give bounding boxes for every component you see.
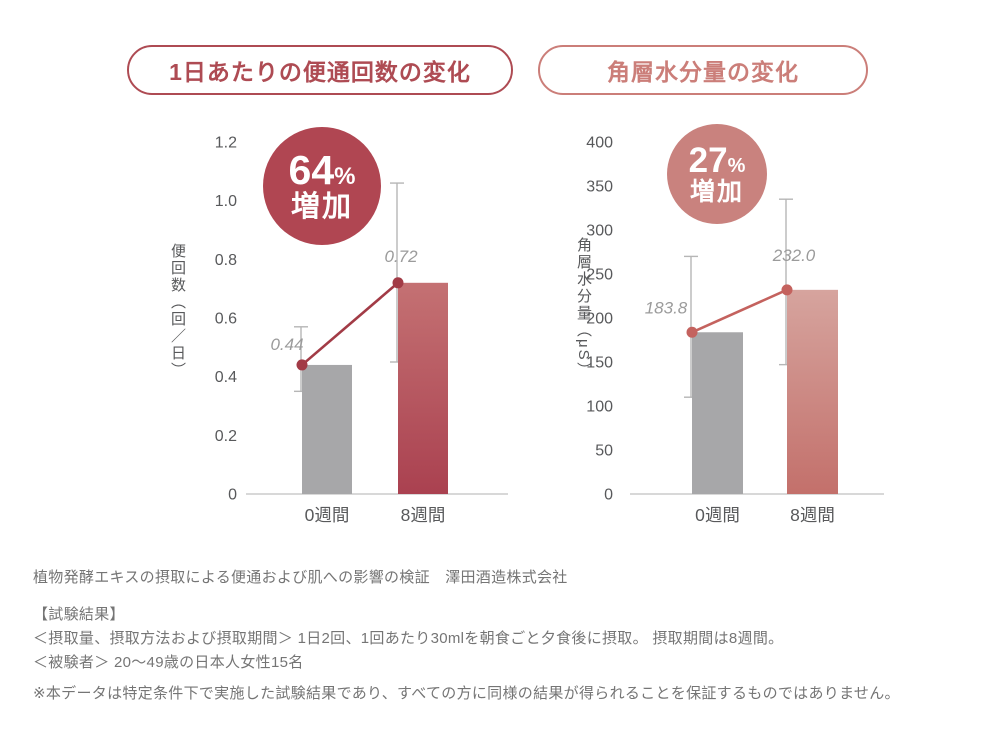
increase-label-right: 増加 — [689, 178, 744, 207]
results-heading: 【試験結果】 — [33, 606, 125, 623]
svg-text:400: 400 — [586, 135, 613, 152]
svg-text:150: 150 — [586, 355, 613, 372]
svg-text:0週間: 0週間 — [695, 505, 740, 525]
svg-text:100: 100 — [586, 399, 613, 416]
svg-text:250: 250 — [586, 267, 613, 284]
svg-text:0.2: 0.2 — [215, 428, 237, 445]
svg-text:8週間: 8週間 — [401, 505, 446, 525]
y-axis-label-right: 角層水分量（μS） — [575, 237, 592, 379]
percent-sign-right: % — [727, 154, 746, 177]
svg-text:8週間: 8週間 — [790, 505, 835, 525]
increase-badge-right: 27 % 増加 — [667, 124, 767, 224]
increase-value-left: 64 — [288, 147, 335, 194]
svg-text:0.6: 0.6 — [215, 311, 237, 328]
chart-title-right: 角層水分量の変化 — [607, 59, 799, 85]
svg-text:0.72: 0.72 — [384, 247, 418, 266]
percent-sign-left: % — [334, 163, 356, 191]
increase-label-left: 増加 — [290, 191, 353, 224]
svg-text:0: 0 — [228, 487, 237, 504]
svg-text:0.8: 0.8 — [215, 252, 237, 269]
svg-text:300: 300 — [586, 223, 613, 240]
chart-title-pill-left: 1日あたりの便通回数の変化 — [127, 45, 513, 95]
increase-percent-left: 64 % — [289, 149, 356, 192]
svg-text:1.0: 1.0 — [215, 193, 237, 210]
svg-text:0.44: 0.44 — [270, 335, 303, 354]
svg-text:1.2: 1.2 — [215, 135, 237, 152]
chart-title-left: 1日あたりの便通回数の変化 — [169, 59, 471, 85]
svg-text:232.0: 232.0 — [772, 246, 816, 265]
svg-text:0週間: 0週間 — [305, 505, 350, 525]
svg-text:0.4: 0.4 — [215, 369, 237, 386]
subjects-line: ＜被験者＞ 20〜49歳の日本人女性15名 — [33, 654, 304, 671]
disclaimer-line: ※本データは特定条件下で実施した試験結果であり、すべての方に同様の結果が得られる… — [33, 685, 900, 702]
svg-text:50: 50 — [595, 443, 613, 460]
svg-text:200: 200 — [586, 311, 613, 328]
charts-canvas: 1.2 1.0 0.8 0.6 0.4 0.2 0 0.44 0.72 0週間 8週間 400 350 3… — [215, 135, 884, 525]
y-axis-label-left: 便回数（回／日） — [169, 243, 186, 379]
svg-text:350: 350 — [586, 179, 613, 196]
chart-title-pill-right: 角層水分量の変化 — [538, 45, 868, 95]
study-source-line: 植物発酵エキスの摂取による便通および肌への影響の検証 澤田酒造株式会社 — [33, 569, 568, 586]
increase-badge-left: 64 % 増加 — [263, 127, 381, 245]
svg-text:183.8: 183.8 — [645, 298, 688, 317]
increase-percent-right: 27 % — [688, 140, 746, 180]
svg-text:0: 0 — [604, 487, 613, 504]
intake-conditions-line: ＜摂取量、摂取方法および摂取期間＞ 1日2回、1回あたり30mlを朝食ごと夕食後… — [33, 630, 784, 647]
increase-value-right: 27 — [688, 140, 728, 180]
